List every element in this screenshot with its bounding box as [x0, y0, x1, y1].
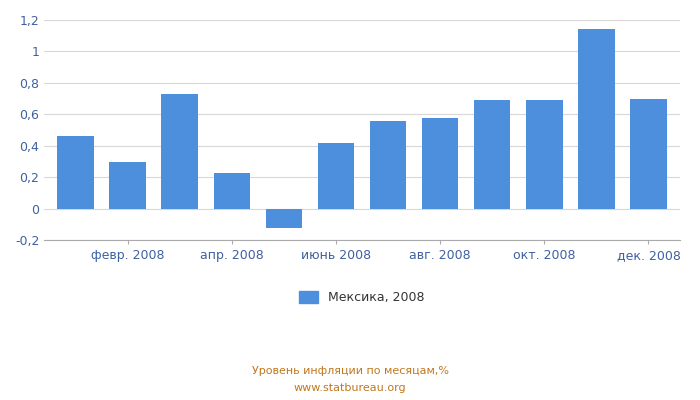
Bar [162, 94, 198, 209]
Bar [474, 100, 510, 209]
Bar [318, 143, 354, 209]
Bar [214, 173, 250, 209]
Bar [370, 121, 406, 209]
Bar [265, 209, 302, 228]
Text: www.statbureau.org: www.statbureau.org [294, 383, 406, 393]
Legend: Мексика, 2008: Мексика, 2008 [295, 286, 430, 309]
Bar [578, 30, 615, 209]
Bar [422, 118, 458, 209]
Text: Уровень инфляции по месяцам,%: Уровень инфляции по месяцам,% [251, 366, 449, 376]
Bar [630, 99, 666, 209]
Bar [57, 136, 94, 209]
Bar [526, 100, 563, 209]
Bar [109, 162, 146, 209]
